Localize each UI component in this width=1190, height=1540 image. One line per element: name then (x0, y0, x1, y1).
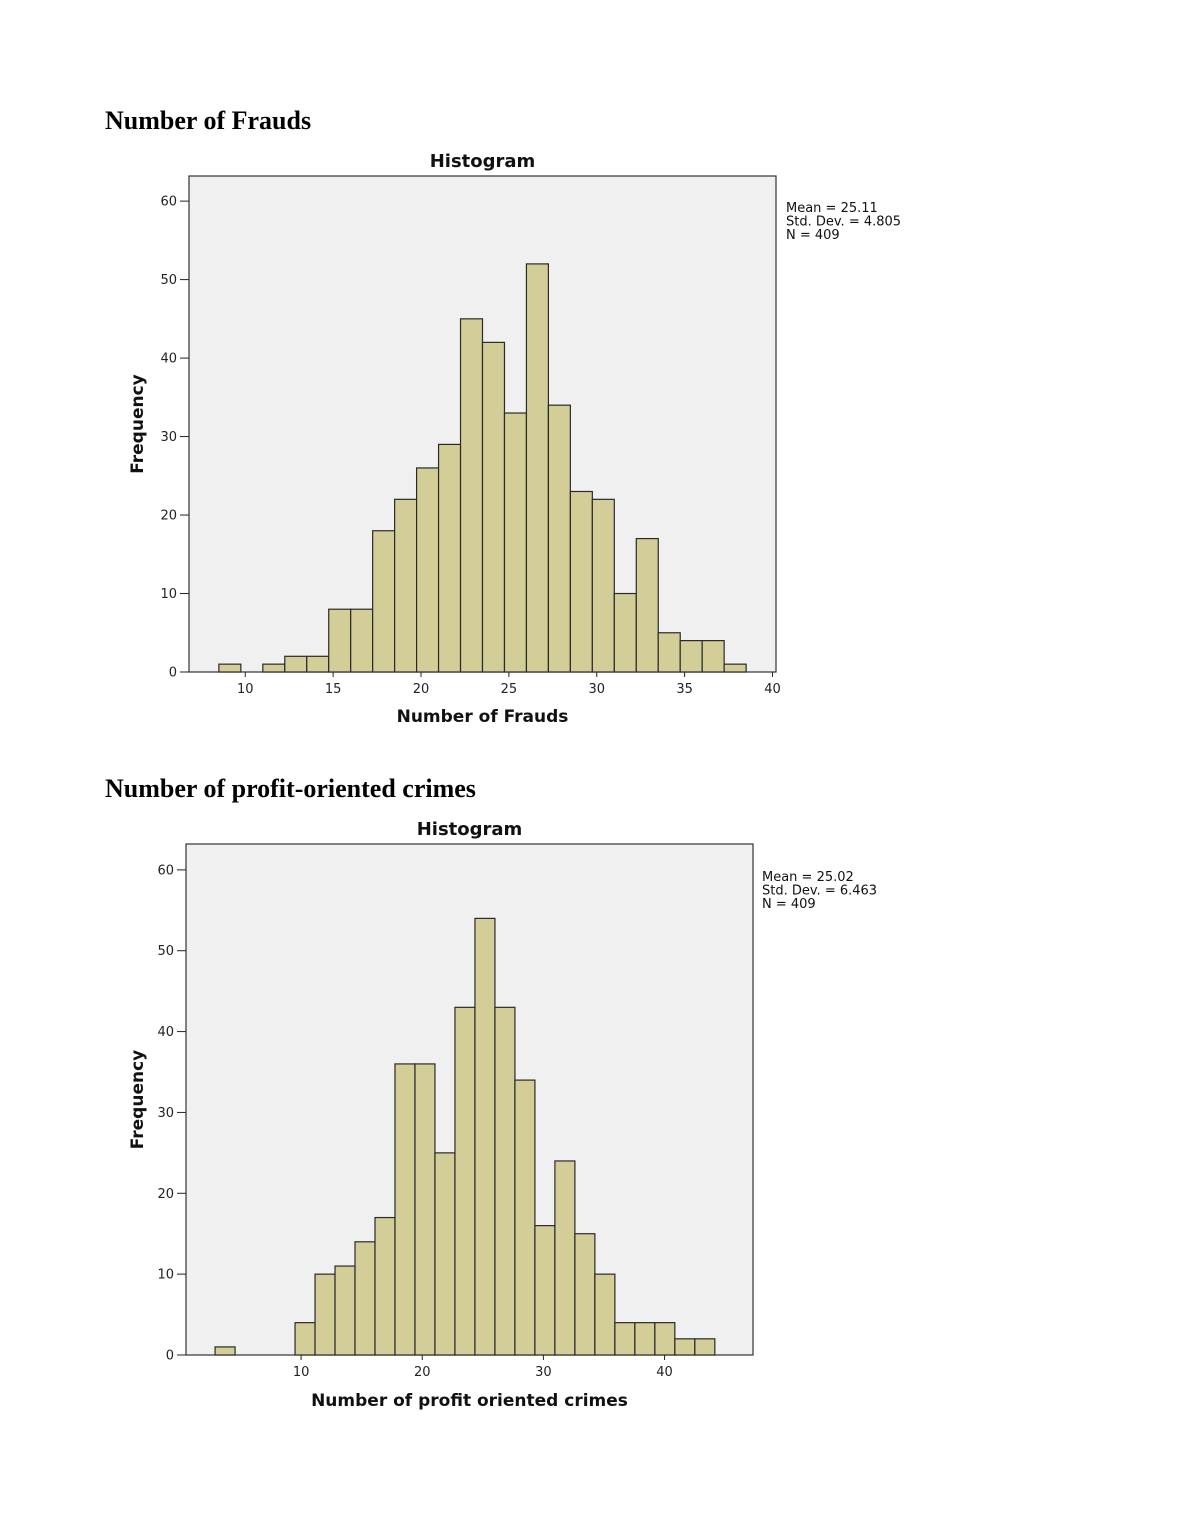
x-tick-label: 30 (588, 682, 605, 697)
y-tick-label: 0 (169, 666, 177, 681)
y-tick-label: 50 (157, 944, 174, 959)
x-tick-label: 40 (656, 1365, 673, 1380)
histogram-bar (674, 1338, 696, 1356)
frauds-histogram: 0 10 20 30 40 50 60 10 15 20 25 30 35 40 Histogram Numb… (128, 151, 901, 727)
histogram-bar (554, 1160, 576, 1356)
x-tick-label: 10 (237, 682, 254, 697)
histogram-bar (284, 655, 308, 673)
histogram-bar (574, 1233, 596, 1356)
x-axis-label: Number of profit oriented crimes (311, 1391, 628, 1411)
histogram-bar (214, 1346, 236, 1356)
section-heading-profit-crimes: Number of profit-oriented crimes (105, 774, 476, 803)
histogram-bar (294, 1322, 316, 1356)
histogram-bar (372, 530, 396, 673)
histogram-bar (374, 1216, 396, 1356)
y-tick-label: 40 (160, 352, 177, 367)
histogram-bar (474, 917, 496, 1356)
y-tick-label: 30 (160, 430, 177, 445)
histogram-bar (350, 608, 374, 673)
x-tick-label: 30 (535, 1365, 552, 1380)
stats-line: Mean = 25.11 (786, 201, 878, 216)
y-axis-label: Frequency (128, 1050, 148, 1150)
chart-title: Histogram (430, 151, 536, 172)
histogram-bar (723, 663, 747, 673)
histogram-bar (614, 1322, 636, 1356)
histogram-bar (635, 537, 659, 673)
histogram-bar (503, 412, 528, 673)
histogram-bar (314, 1273, 336, 1356)
histogram-bar (657, 632, 681, 673)
stats-line: N = 409 (786, 228, 840, 243)
x-tick-label: 10 (293, 1365, 310, 1380)
histogram-bar (694, 1338, 716, 1356)
histogram-bar (547, 404, 571, 673)
histogram-bar (415, 467, 440, 673)
histogram-bar (394, 498, 418, 673)
histogram-bar (459, 318, 484, 673)
histogram-bar (394, 1063, 416, 1356)
y-tick-label: 0 (166, 1349, 174, 1364)
histogram-bar (634, 1322, 656, 1356)
y-tick-label: 40 (157, 1025, 174, 1040)
y-tick-label: 50 (160, 273, 177, 288)
histogram-bar (437, 443, 462, 673)
histogram-bar (481, 341, 506, 673)
histogram-bar (613, 592, 637, 673)
histogram-bar (328, 608, 352, 673)
histogram-bar (334, 1265, 356, 1356)
x-tick-label: 15 (325, 682, 342, 697)
chart-title: Histogram (417, 819, 523, 840)
profit-crimes-histogram: 0 10 20 30 40 50 60 10 20 30 40 Histogram Number of … (128, 819, 877, 1411)
histogram-bar (514, 1079, 536, 1356)
histogram-bar (679, 640, 703, 673)
histogram-bar (525, 263, 550, 673)
stats-line: Mean = 25.02 (762, 870, 854, 885)
section-heading-frauds: Number of Frauds (105, 106, 312, 135)
y-tick-label: 60 (160, 195, 177, 210)
histogram-bar (434, 1152, 456, 1356)
histogram-bar (414, 1063, 436, 1356)
y-tick-label: 60 (157, 863, 174, 878)
histogram-bar (594, 1273, 616, 1356)
histogram-bar (218, 663, 242, 673)
x-tick-label: 20 (414, 1365, 431, 1380)
histogram-bar (701, 640, 725, 673)
y-tick-label: 10 (157, 1268, 174, 1283)
histogram-bar (262, 663, 286, 673)
stats-line: Std. Dev. = 4.805 (786, 215, 901, 230)
histogram-bar (454, 1006, 476, 1356)
stats-line: N = 409 (762, 897, 816, 912)
y-tick-label: 10 (160, 587, 177, 602)
stats-line: Std. Dev. = 6.463 (762, 884, 877, 899)
histogram-bar (494, 1006, 516, 1356)
histogram-bar (306, 655, 330, 673)
y-tick-label: 20 (160, 509, 177, 524)
x-tick-label: 20 (413, 682, 430, 697)
y-tick-label: 20 (157, 1187, 174, 1202)
histogram-bar (354, 1241, 376, 1356)
x-axis-label: Number of Frauds (397, 707, 569, 727)
y-axis-label: Frequency (128, 374, 148, 474)
histogram-bar (654, 1322, 676, 1356)
x-tick-label: 35 (676, 682, 693, 697)
histogram-bar (591, 498, 615, 673)
x-tick-label: 25 (501, 682, 518, 697)
x-tick-label: 40 (764, 682, 781, 697)
y-tick-label: 30 (157, 1106, 174, 1121)
histogram-bar (569, 490, 593, 673)
histogram-bar (534, 1225, 556, 1356)
